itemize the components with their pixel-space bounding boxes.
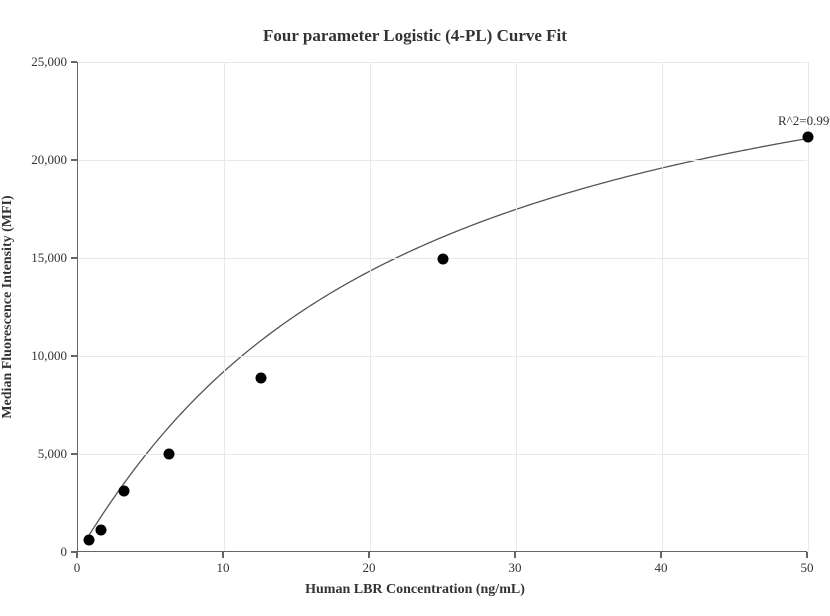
gridline-h xyxy=(78,454,807,455)
y-tick xyxy=(71,159,77,161)
gridline-v xyxy=(370,62,371,551)
data-point xyxy=(118,486,129,497)
gridline-v xyxy=(662,62,663,551)
fit-curve xyxy=(78,62,808,552)
x-tick xyxy=(76,552,78,558)
x-tick xyxy=(660,552,662,558)
x-tick xyxy=(222,552,224,558)
data-point xyxy=(803,132,814,143)
x-tick-label: 0 xyxy=(74,560,81,576)
data-point xyxy=(164,449,175,460)
chart-container: Four parameter Logistic (4-PL) Curve Fit… xyxy=(0,0,830,616)
data-point xyxy=(438,253,449,264)
gridline-h xyxy=(78,160,807,161)
y-tick xyxy=(71,257,77,259)
data-point xyxy=(255,372,266,383)
data-point xyxy=(95,525,106,536)
x-tick xyxy=(368,552,370,558)
x-tick-label: 20 xyxy=(363,560,376,576)
chart-title: Four parameter Logistic (4-PL) Curve Fit xyxy=(0,26,830,46)
gridline-h xyxy=(78,62,807,63)
x-axis-label: Human LBR Concentration (ng/mL) xyxy=(0,582,830,598)
y-tick-label: 5,000 xyxy=(38,446,67,462)
y-tick-label: 20,000 xyxy=(31,152,67,168)
x-tick-label: 10 xyxy=(217,560,230,576)
gridline-v xyxy=(516,62,517,551)
y-tick-label: 0 xyxy=(61,544,68,560)
y-tick xyxy=(71,61,77,63)
x-tick-label: 50 xyxy=(801,560,814,576)
x-tick-label: 40 xyxy=(655,560,668,576)
y-tick-label: 25,000 xyxy=(31,54,67,70)
y-tick xyxy=(71,355,77,357)
y-tick xyxy=(71,453,77,455)
plot-area: R^2=0.9991 xyxy=(77,62,807,552)
gridline-h xyxy=(78,356,807,357)
x-tick-label: 30 xyxy=(509,560,522,576)
y-tick-label: 10,000 xyxy=(31,348,67,364)
r-squared-annotation: R^2=0.9991 xyxy=(778,113,830,129)
y-tick-label: 15,000 xyxy=(31,250,67,266)
x-tick xyxy=(806,552,808,558)
y-axis-label: Median Fluorescence Intensity (MFI) xyxy=(0,195,16,418)
x-tick xyxy=(514,552,516,558)
gridline-v xyxy=(224,62,225,551)
data-point xyxy=(84,535,95,546)
